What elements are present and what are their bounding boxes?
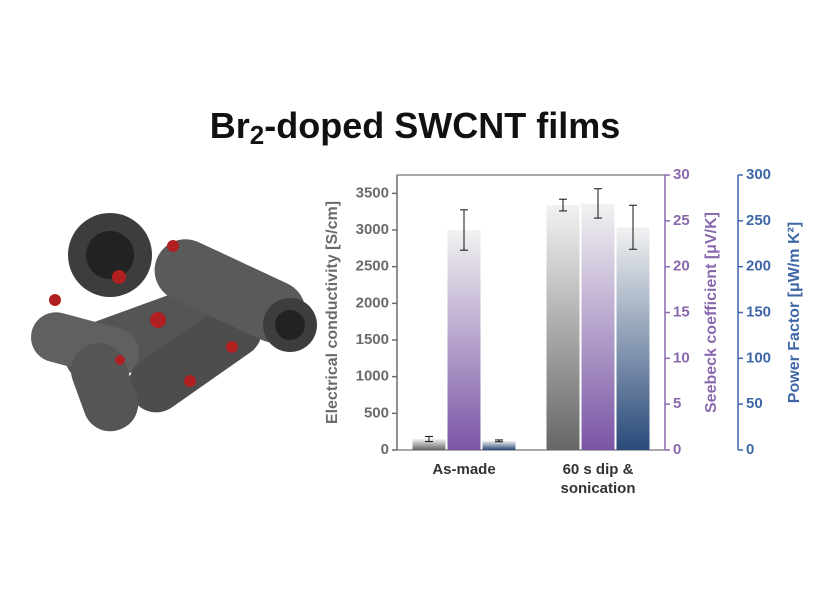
error-bar — [559, 198, 567, 212]
tick-label: 0 — [746, 441, 754, 458]
tick-label: 25 — [673, 212, 690, 229]
error-bar — [495, 439, 503, 443]
title-subscript: 2 — [250, 120, 264, 150]
tick-label: 0 — [381, 441, 389, 458]
tick-label: 10 — [673, 349, 690, 366]
tick-label: 100 — [746, 349, 771, 366]
axis-title: Power Factor [μW/m K²] — [786, 222, 803, 403]
tick-label: 300 — [746, 166, 771, 183]
tick-label: 15 — [673, 303, 690, 320]
bar — [482, 440, 516, 450]
tick-label: 2000 — [356, 294, 389, 311]
tick-label: 3500 — [356, 184, 389, 201]
title-part: -doped SWCNT films — [264, 105, 620, 146]
bar — [546, 205, 580, 450]
tick-label: 200 — [746, 258, 771, 275]
bar — [447, 230, 481, 450]
error-bar — [629, 204, 637, 250]
tick-label: 1000 — [356, 368, 389, 385]
bar — [616, 227, 650, 450]
tick-label: 150 — [746, 303, 771, 320]
slide-title: Br2-doped SWCNT films — [210, 105, 620, 150]
bar — [412, 439, 446, 450]
title-part: Br — [210, 105, 250, 146]
x-tick-label: 60 s dip & sonication — [560, 461, 636, 497]
bar — [581, 203, 615, 450]
tick-label: 2500 — [356, 258, 389, 275]
axis-title: Seebeck coefficient [μV/K] — [703, 212, 720, 413]
tick-label: 30 — [673, 166, 690, 183]
tick-label: 500 — [364, 404, 389, 421]
x-tick-label: As-made — [432, 461, 496, 478]
tick-label: 50 — [746, 395, 763, 412]
tick-label: 1500 — [356, 331, 389, 348]
tick-label: 250 — [746, 212, 771, 229]
tick-label: 5 — [673, 395, 681, 412]
error-bar — [594, 188, 602, 219]
nanotube-illustration — [31, 213, 317, 432]
error-bar — [425, 435, 433, 443]
tick-label: 0 — [673, 441, 681, 458]
tick-label: 20 — [673, 258, 690, 275]
error-bar — [460, 209, 468, 251]
axis-title: Electrical conductivity [S/cm] — [324, 201, 341, 424]
tick-label: 3000 — [356, 221, 389, 238]
